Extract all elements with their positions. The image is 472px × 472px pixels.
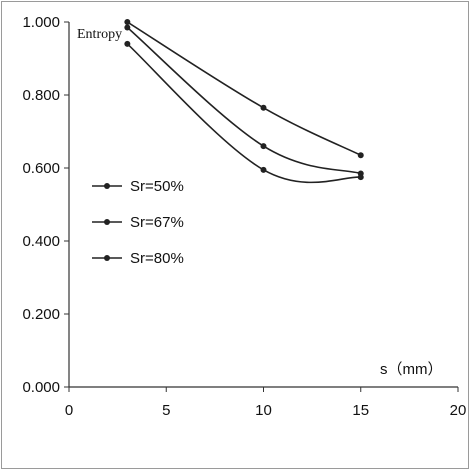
y-tick-label: 1.000: [22, 14, 60, 31]
legend-marker: [104, 255, 110, 261]
y-tick-label: 0.600: [22, 160, 60, 177]
legend-item: Sr=50%: [92, 178, 184, 195]
y-tick-label: 0.800: [22, 87, 60, 104]
data-point: [357, 174, 364, 181]
chart-axes: [64, 21, 459, 392]
series-line: [126, 21, 362, 156]
series-line: [126, 26, 361, 175]
legend-marker: [104, 219, 110, 225]
data-point: [124, 40, 131, 47]
series-line: [126, 43, 361, 184]
legend-marker: [104, 183, 110, 189]
tick-labels: 0 5 10 15 20 0.000 0.200 0.400 0.600 0.800 1.000: [22, 14, 466, 419]
chart-title: Entropy: [77, 27, 122, 42]
legend-label: Sr=80%: [130, 250, 184, 267]
x-tick-label: 5: [162, 402, 170, 419]
series-3: [124, 40, 364, 184]
legend: Sr=50% Sr=67% Sr=80%: [92, 178, 184, 267]
series-2: [124, 24, 364, 177]
data-point: [260, 166, 267, 173]
data-point: [260, 104, 267, 111]
series-layer: [124, 19, 364, 184]
legend-label: Sr=50%: [130, 178, 184, 195]
x-tick-label: 15: [352, 402, 369, 419]
data-point: [124, 19, 131, 25]
y-tick-label: 0.200: [22, 306, 60, 323]
series-1: [124, 19, 364, 159]
legend-label: Sr=67%: [130, 214, 184, 231]
x-tick-label: 10: [255, 402, 272, 419]
y-tick-label: 0.000: [22, 379, 60, 396]
legend-item: Sr=80%: [92, 250, 184, 267]
x-tick-label: 20: [450, 402, 467, 419]
data-point: [260, 143, 267, 150]
data-point: [357, 152, 364, 159]
legend-item: Sr=67%: [92, 214, 184, 231]
y-tick-label: 0.400: [22, 233, 60, 250]
data-point: [124, 24, 131, 31]
x-axis-title: s（mm）: [380, 361, 443, 378]
x-tick-label: 0: [65, 402, 73, 419]
